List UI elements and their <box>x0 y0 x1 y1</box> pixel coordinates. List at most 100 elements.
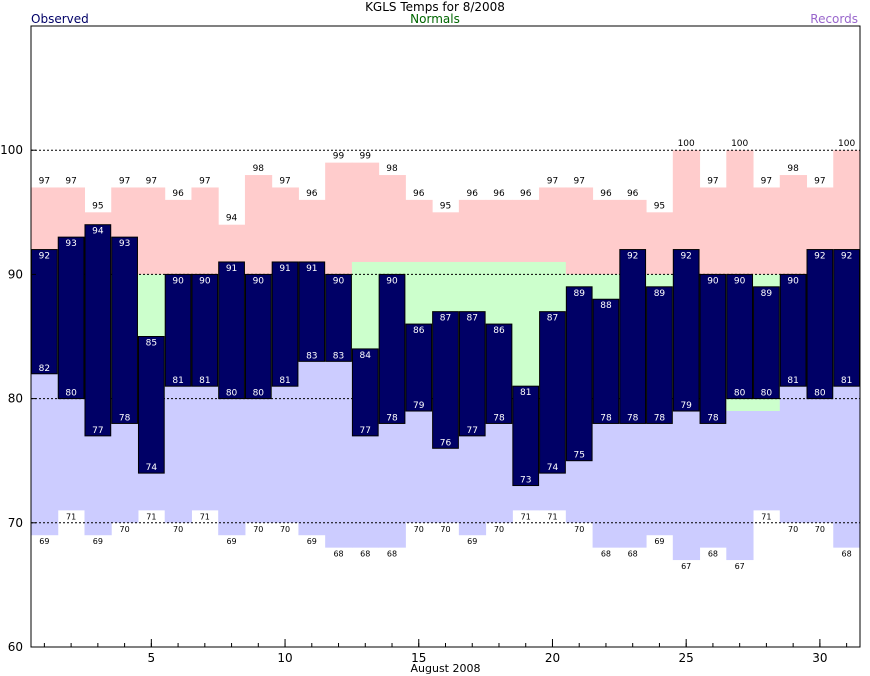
x-axis-label: August 2008 <box>411 662 481 675</box>
observed-bar <box>646 286 673 424</box>
observed-low-label: 74 <box>146 463 158 473</box>
record-low-label: 70 <box>253 525 263 534</box>
record-high-label: 97 <box>146 176 157 186</box>
record-low-label: 69 <box>226 537 236 546</box>
y-tick-label: 80 <box>8 392 23 406</box>
observed-bar <box>298 261 326 362</box>
observed-bar <box>539 311 566 474</box>
record-low-label: 70 <box>120 525 130 534</box>
y-tick-label: 70 <box>8 516 23 530</box>
observed-bar <box>753 286 780 400</box>
observed-high-label: 89 <box>573 289 585 299</box>
record-low-label: 70 <box>574 525 584 534</box>
observed-bar <box>672 249 700 412</box>
observed-low-label: 75 <box>573 451 584 461</box>
record-low-label: 68 <box>628 550 638 559</box>
observed-low-label: 74 <box>547 463 559 473</box>
observed-high-label: 93 <box>119 239 130 249</box>
observed-low-label: 80 <box>226 389 238 399</box>
observed-low-label: 76 <box>440 438 452 448</box>
observed-high-label: 92 <box>841 252 852 262</box>
observed-low-label: 79 <box>413 401 425 411</box>
record-low-band <box>779 386 808 523</box>
record-low-label: 68 <box>387 550 397 559</box>
record-low-label: 70 <box>494 525 504 534</box>
record-low-label: 67 <box>681 562 691 571</box>
record-low-label: 71 <box>146 512 156 521</box>
record-low-label: 70 <box>280 525 290 534</box>
observed-low-label: 77 <box>92 426 103 436</box>
observed-low-label: 79 <box>680 401 692 411</box>
record-low-label: 68 <box>842 550 852 559</box>
record-low-label: 71 <box>761 512 771 521</box>
record-high-label: 100 <box>838 139 855 149</box>
record-high-band <box>512 199 540 262</box>
record-high-label: 99 <box>360 152 372 162</box>
record-low-label: 68 <box>601 550 611 559</box>
observed-high-label: 92 <box>39 252 50 262</box>
record-high-label: 98 <box>787 164 799 174</box>
record-low-label: 70 <box>815 525 825 534</box>
record-high-label: 94 <box>226 214 238 224</box>
observed-low-label: 81 <box>199 376 210 386</box>
record-high-band <box>164 199 192 275</box>
legend-normals: Normals <box>410 12 460 26</box>
record-low-label: 67 <box>735 562 745 571</box>
observed-low-label: 77 <box>360 426 371 436</box>
record-high-label: 96 <box>600 189 612 199</box>
record-low-label: 70 <box>440 525 450 534</box>
record-low-label: 69 <box>654 537 664 546</box>
record-low-label: 70 <box>173 525 183 534</box>
observed-bar <box>806 249 834 400</box>
observed-bar <box>833 249 860 387</box>
axes-layer: 60 70 80 90 100 5 10 15 20 25 30 August 2008 <box>0 25 861 675</box>
observed-high-label: 90 <box>253 276 265 286</box>
observed-high-label: 89 <box>761 289 773 299</box>
observed-bar <box>512 385 540 487</box>
observed-low-label: 78 <box>654 413 666 423</box>
observed-low-label: 80 <box>814 389 826 399</box>
record-low-band <box>31 373 59 536</box>
record-high-label: 97 <box>39 176 50 186</box>
record-high-band <box>699 187 727 275</box>
record-low-label: 69 <box>93 537 103 546</box>
observed-high-label: 90 <box>787 276 799 286</box>
legend-records: Records <box>810 12 858 26</box>
x-tick-label: 15 <box>411 651 426 665</box>
observed-bar <box>592 298 620 424</box>
record-low-label: 71 <box>200 512 210 521</box>
observed-bar <box>565 286 593 462</box>
record-high-label: 98 <box>253 164 265 174</box>
observed-high-label: 90 <box>172 276 184 286</box>
record-high-label: 96 <box>520 189 532 199</box>
observed-bar <box>244 273 272 400</box>
record-high-label: 96 <box>306 189 318 199</box>
record-high-band <box>405 199 433 262</box>
observed-high-label: 86 <box>493 326 505 336</box>
observed-high-label: 85 <box>146 339 157 349</box>
record-low-label: 69 <box>467 537 477 546</box>
record-high-label: 95 <box>440 201 451 211</box>
record-high-label: 96 <box>493 189 505 199</box>
observed-high-label: 87 <box>467 314 478 324</box>
observed-bar <box>57 236 85 400</box>
observed-bar <box>271 261 299 387</box>
observed-high-label: 92 <box>814 252 825 262</box>
record-low-band <box>298 361 326 536</box>
record-high-label: 97 <box>199 176 210 186</box>
record-high-label: 97 <box>279 176 290 186</box>
observed-low-label: 77 <box>467 426 478 436</box>
record-low-band <box>164 386 192 523</box>
observed-bar <box>137 336 165 474</box>
record-low-label: 69 <box>307 537 317 546</box>
record-high-band <box>539 187 567 262</box>
record-high-band <box>325 162 353 275</box>
record-low-label: 71 <box>66 512 76 521</box>
y-tick-label: 100 <box>0 143 23 157</box>
record-high-label: 97 <box>814 176 825 186</box>
record-low-label: 69 <box>39 537 49 546</box>
record-low-label: 68 <box>333 550 343 559</box>
observed-high-label: 90 <box>333 276 345 286</box>
legend-observed: Observed <box>31 12 89 26</box>
